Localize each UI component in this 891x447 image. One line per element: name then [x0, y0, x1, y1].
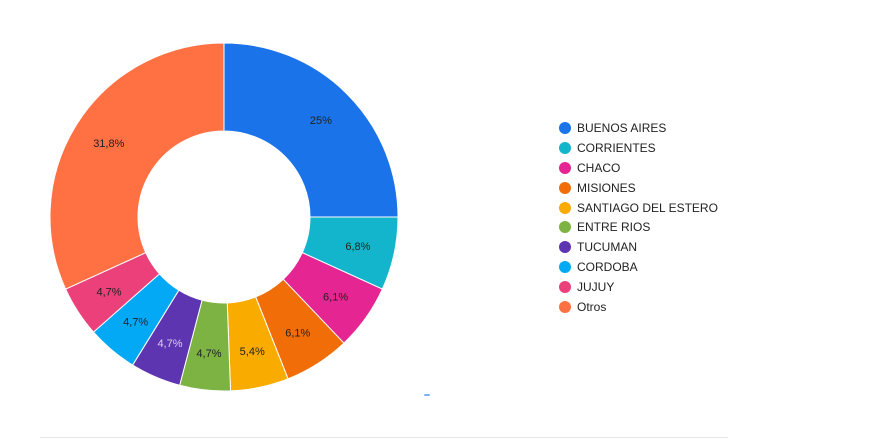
legend-label: Otros [577, 299, 607, 314]
slice-label-santiago-del-estero: 5,4% [240, 346, 265, 358]
legend-item[interactable]: SANTIAGO DEL ESTERO [559, 198, 718, 218]
divider [40, 437, 728, 438]
legend-swatch [559, 300, 571, 313]
slice-label-corrientes: 6,8% [345, 241, 370, 253]
legend-label: SANTIAGO DEL ESTERO [577, 200, 718, 215]
slice-label-buenos-aires: 25% [310, 115, 332, 127]
legend-label: TUCUMAN [577, 240, 637, 255]
slice-label-entre-rios: 4,7% [196, 348, 221, 360]
slice-label-jujuy: 4,7% [96, 286, 121, 298]
slice-label-misiones: 6,1% [285, 327, 310, 339]
legend-swatch [559, 221, 571, 234]
legend-swatch [559, 281, 571, 294]
slice-label-otros: 31,8% [93, 138, 124, 150]
legend-label: CORRIENTES [577, 140, 656, 155]
legend-swatch [559, 181, 571, 194]
scroll-indicator [424, 394, 430, 396]
legend-item[interactable]: JUJUY [559, 277, 718, 297]
legend-item[interactable]: ENTRE RIOS [559, 217, 718, 237]
slice-label-cordoba: 4,7% [123, 317, 148, 329]
legend-item[interactable]: CORDOBA [559, 257, 718, 277]
legend-item[interactable]: CORRIENTES [559, 138, 718, 158]
legend-label: MISIONES [577, 180, 636, 195]
legend-label: CHACO [577, 160, 621, 175]
legend-item[interactable]: MISIONES [559, 178, 718, 198]
legend-item[interactable]: CHACO [559, 158, 718, 178]
legend: BUENOS AIRES CORRIENTES CHACO MISIONES SANTI… [559, 118, 718, 317]
legend-label: ENTRE RIOS [577, 220, 651, 235]
legend-swatch [559, 141, 571, 154]
legend-item[interactable]: BUENOS AIRES [559, 118, 718, 138]
legend-swatch [559, 241, 571, 254]
slice-label-tucuman: 4,7% [157, 338, 182, 350]
legend-item[interactable]: TUCUMAN [559, 237, 718, 257]
legend-swatch [559, 161, 571, 174]
legend-label: BUENOS AIRES [577, 120, 667, 135]
legend-label: JUJUY [577, 280, 615, 295]
legend-label: CORDOBA [577, 260, 638, 275]
legend-swatch [559, 201, 571, 214]
slice-label-chaco: 6,1% [323, 291, 348, 303]
slice-otros[interactable] [49, 42, 225, 290]
legend-swatch [559, 121, 571, 134]
legend-swatch [559, 261, 571, 274]
legend-item[interactable]: Otros [559, 297, 718, 317]
slice-buenos-aires[interactable] [223, 42, 399, 218]
